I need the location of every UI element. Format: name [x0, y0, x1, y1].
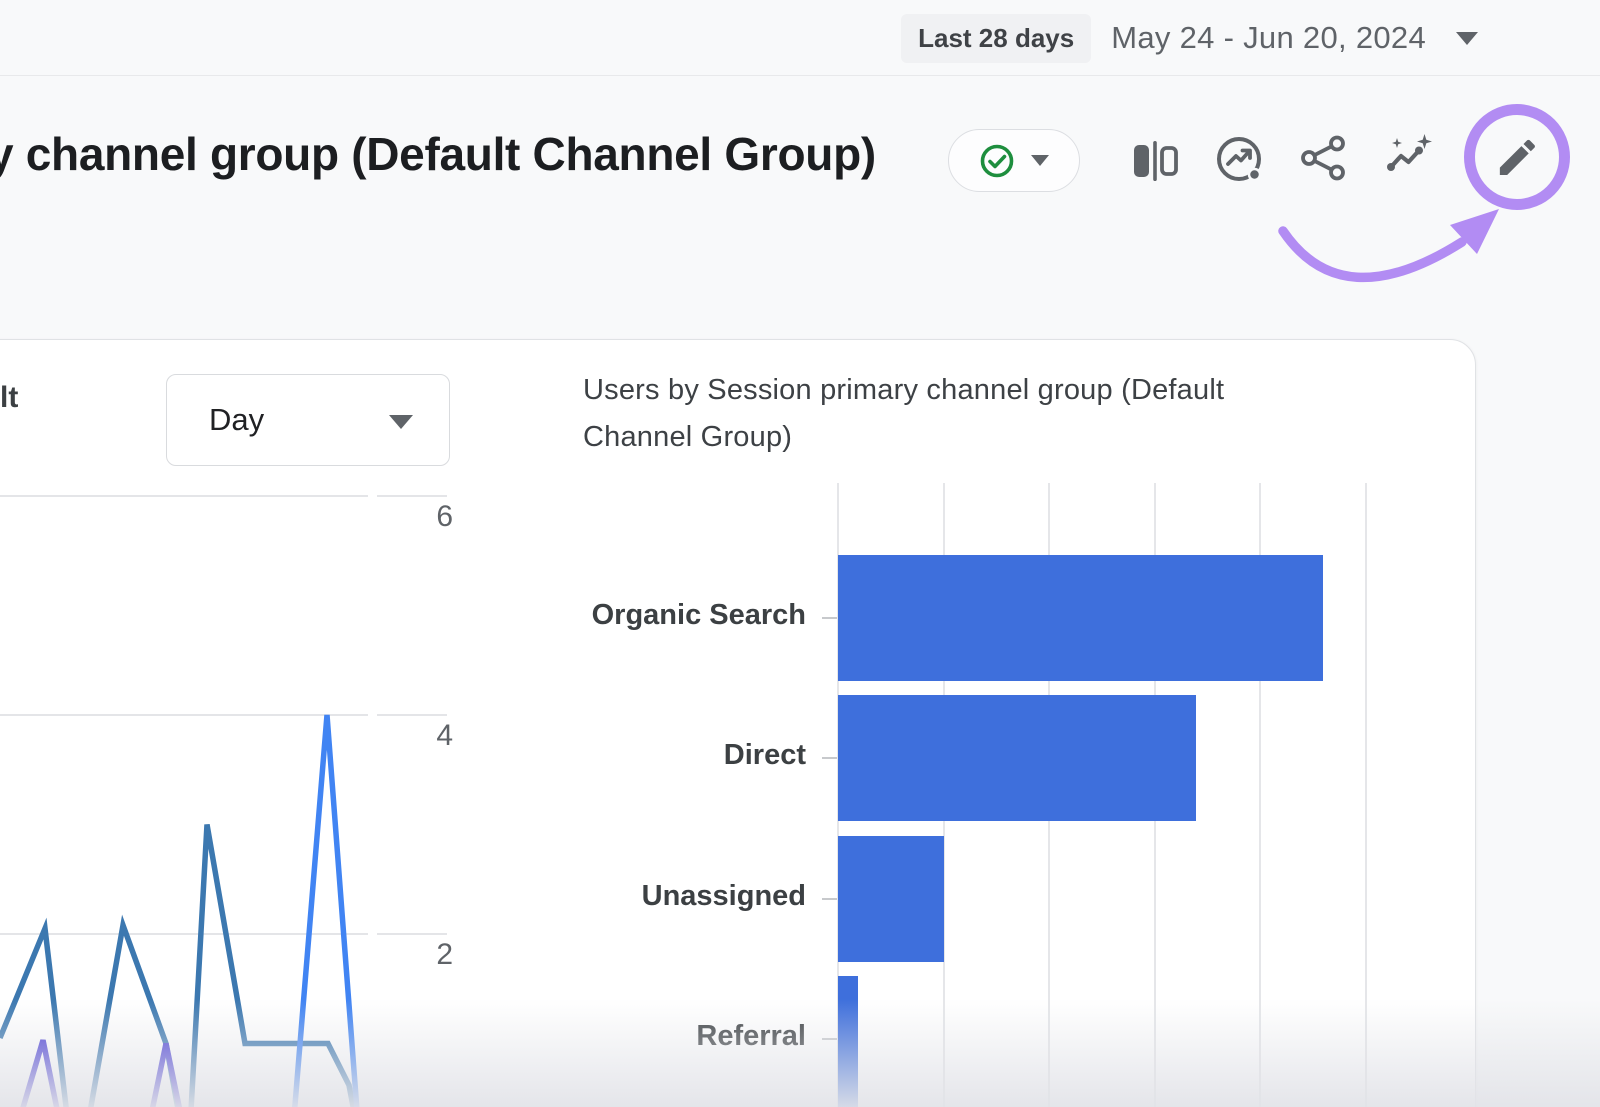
bar — [838, 555, 1323, 681]
gridline — [1365, 483, 1367, 1107]
category-tick — [822, 1038, 837, 1040]
category-tick — [822, 757, 837, 759]
users-by-channel-bar-chart: Users by Session primary channel group (… — [0, 0, 1600, 1107]
bar — [838, 836, 944, 962]
category-tick — [822, 898, 837, 900]
bar-category-label: Referral — [560, 1020, 806, 1053]
bar-chart-title: Users by Session primary channel group (… — [583, 367, 1224, 461]
bar-chart-title-line2: Channel Group) — [583, 414, 1224, 461]
bar-category-label: Unassigned — [560, 880, 806, 913]
bar-category-label: Direct — [560, 739, 806, 772]
ga4-report-screen: Last 28 days May 24 - Jun 20, 2024 y cha… — [0, 0, 1600, 1107]
bar-chart-title-line1: Users by Session primary channel group (… — [583, 367, 1224, 414]
bar-category-label: Organic Search — [560, 599, 806, 632]
category-tick — [822, 617, 837, 619]
bar — [838, 976, 858, 1107]
bar — [838, 695, 1196, 821]
